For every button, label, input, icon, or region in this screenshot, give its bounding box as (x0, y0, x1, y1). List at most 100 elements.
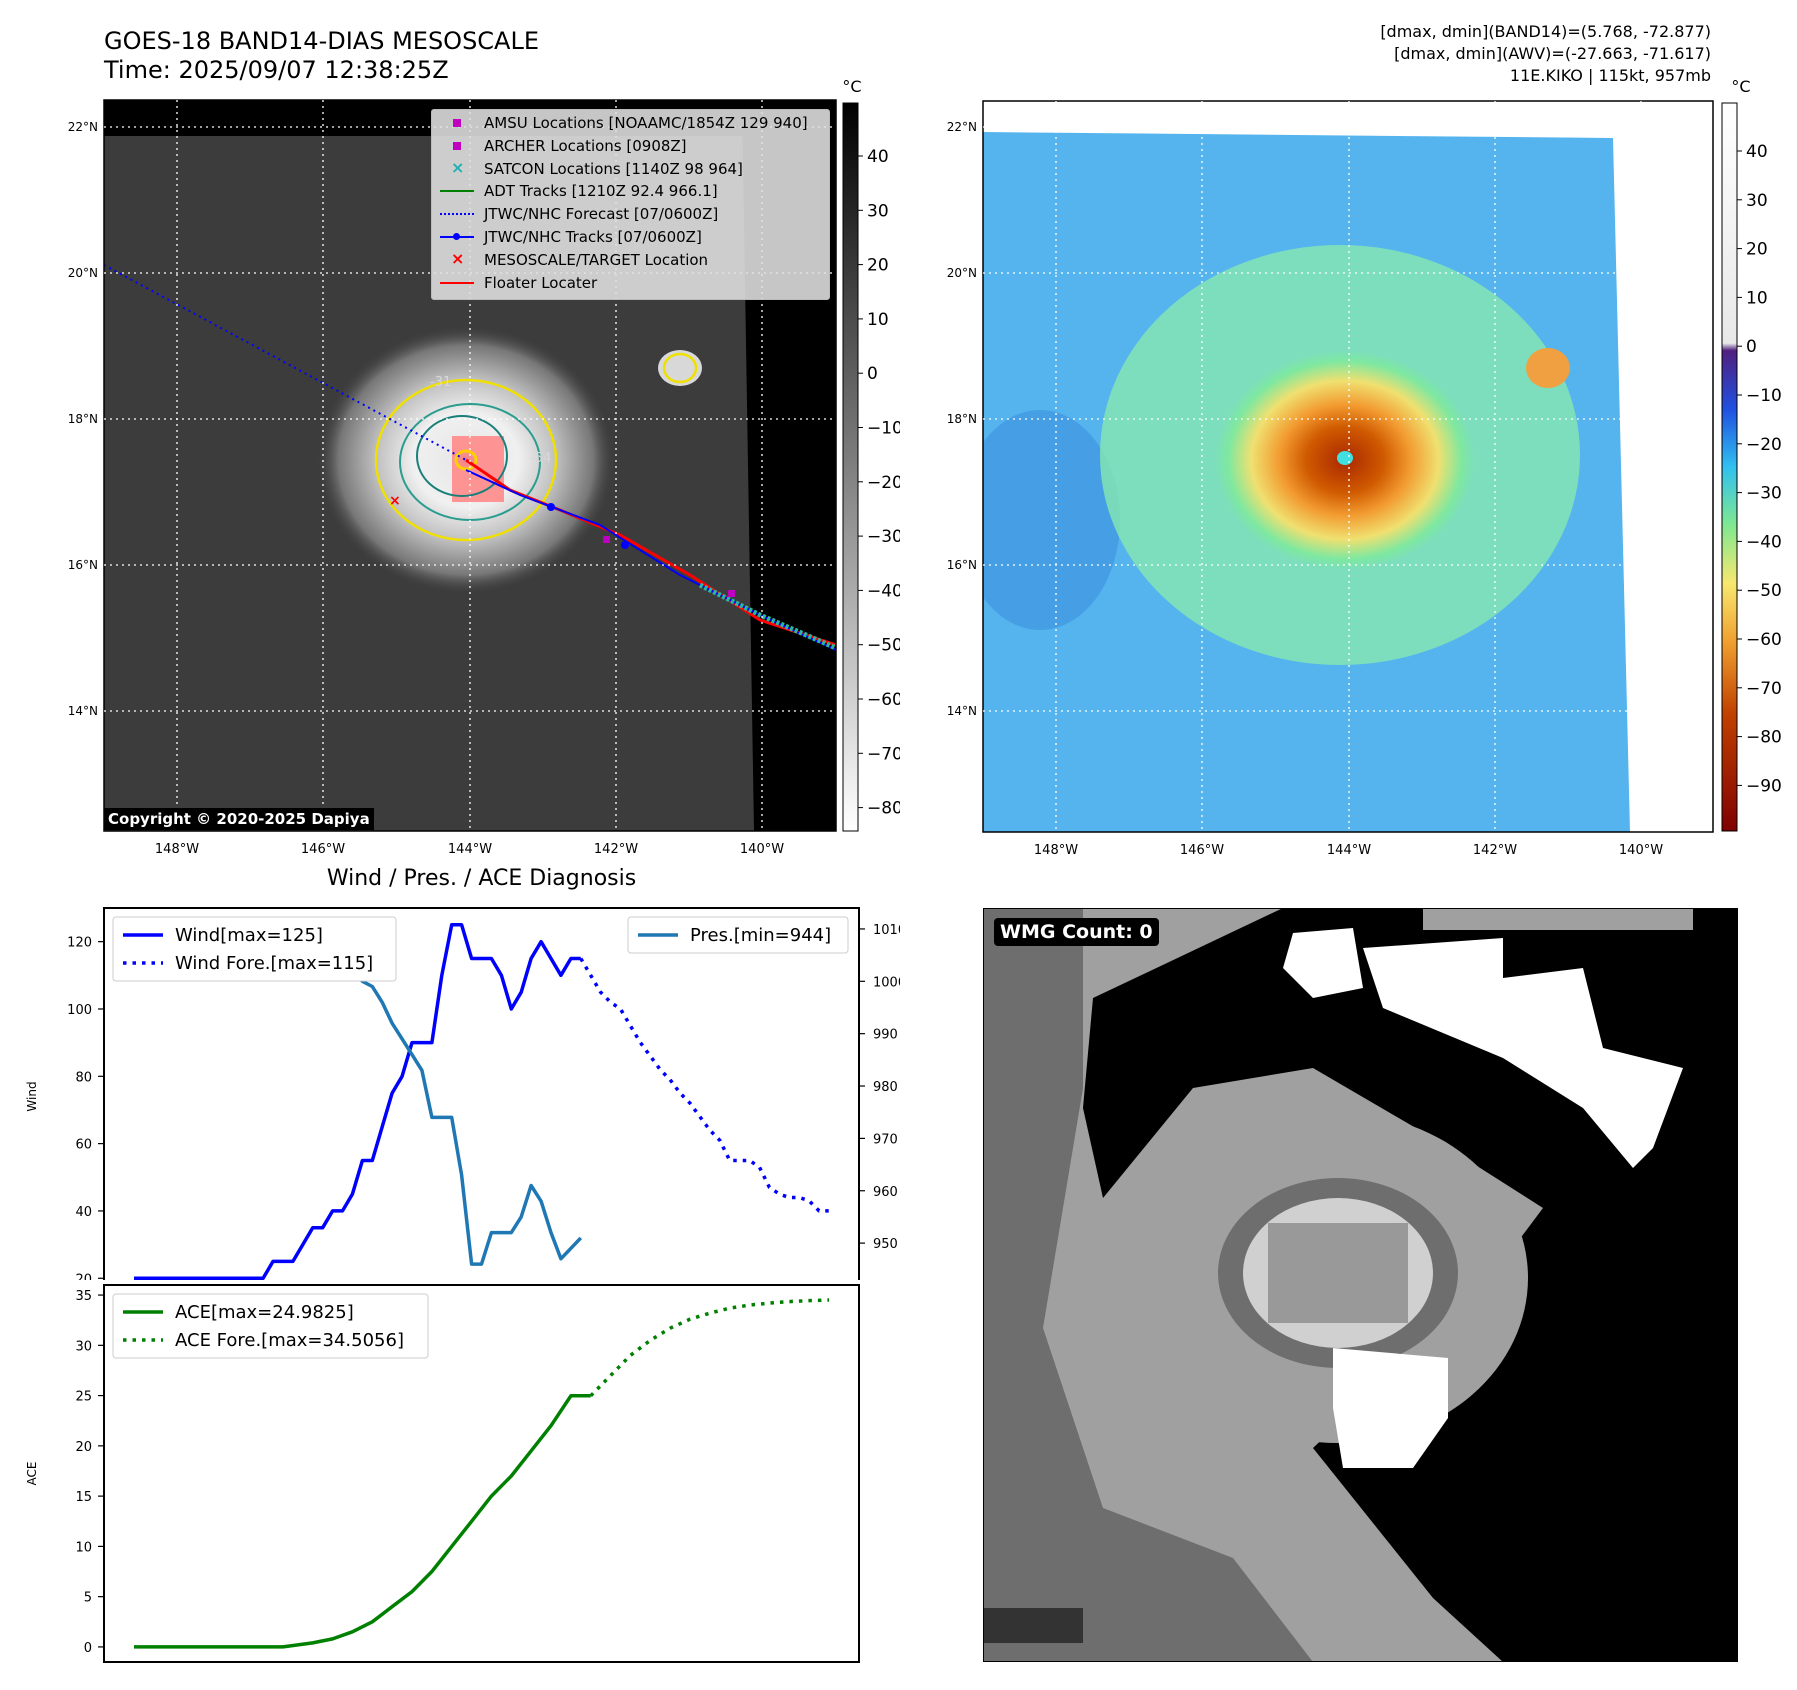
y-tick-label: 15 (75, 1490, 92, 1505)
y-tick-label: 120 (67, 936, 92, 951)
wmg-panel (983, 908, 1738, 1662)
gray-lat-label: 16°N (68, 558, 98, 572)
y-tick-label: 25 (75, 1390, 92, 1405)
y-tick-label: 10 (75, 1540, 92, 1555)
color-colorbar (1721, 102, 1738, 832)
colorbar-tick-label: 0 (867, 364, 878, 384)
legend-item: AMSU Locations [NOAAMC/1854Z 129 940] (438, 112, 808, 134)
chart-legend (112, 1293, 429, 1359)
copyright-badge: Copyright © 2020-2025 Dapiya (104, 808, 374, 830)
colorbar-tick-label: −80 (867, 799, 900, 819)
color-lon-label: 140°W (1619, 843, 1663, 858)
legend-item: ARCHER Locations [0908Z] (438, 135, 687, 157)
y-right-tick-label: 970 (873, 1132, 898, 1147)
wind-pressure-chart: 20 40 60 80 100 120 950 960 970 980 990 1000 1010 Win… (25, 907, 900, 1280)
contour-label-2: -54 (530, 451, 551, 466)
svg-text:×: × (389, 493, 401, 509)
colorbar-tick-label: 10 (867, 310, 889, 330)
y-tick-label: 100 (67, 1003, 92, 1018)
chart-legend-label: ACE[max=24.9825] (175, 1302, 354, 1323)
color-colorbar-unit: °C (1731, 77, 1750, 96)
colorbar-tick-label: −50 (1746, 581, 1782, 601)
y-tick-label: 80 (75, 1070, 92, 1085)
legend-label: ARCHER Locations [0908Z] (484, 136, 687, 155)
series-line (579, 957, 829, 1213)
gray-lon-label: 146°W (301, 842, 345, 857)
chart-legend (627, 916, 849, 954)
legend-item: ADT Tracks [1210Z 92.4 966.1] (438, 180, 718, 202)
series-line (134, 923, 581, 1280)
colorbar-tick-label: −50 (867, 636, 900, 656)
y-tick-label: 30 (75, 1339, 92, 1354)
plot-frame (103, 907, 860, 1280)
chart-legend-label: Wind Fore.[max=115] (175, 953, 373, 974)
legend-marker-icon (438, 139, 478, 153)
gray-lat-label: 22°N (68, 120, 98, 134)
legend-label: SATCON Locations [1140Z 98 964] (484, 159, 743, 178)
y-tick-label: 5 (84, 1591, 92, 1606)
colorbar-tick-label: −60 (1746, 630, 1782, 650)
legend-marker-icon: × (451, 157, 465, 177)
series-line (134, 1394, 591, 1649)
color-enhanced-map: °C 403020100−10−20−30−40−50−60−70−80−90 … (947, 77, 1782, 858)
gray-colorbar-unit: °C (842, 77, 861, 96)
legend-label: Floater Locater (484, 273, 598, 292)
legend-item: JTWC/NHC Tracks [07/0600Z] (438, 226, 702, 248)
colorbar-tick-label: −40 (1746, 532, 1782, 552)
plot-frame (103, 1284, 860, 1663)
colorbar-tick-label: 20 (1746, 240, 1768, 260)
colorbar-tick-label: −10 (867, 419, 900, 439)
colorbar-tick-label: 30 (1746, 191, 1768, 211)
color-lon-label: 148°W (1034, 843, 1078, 858)
legend-marker-icon (438, 207, 478, 221)
legend-item: Floater Locater (438, 272, 597, 294)
map-legend: AMSU Locations [NOAAMC/1854Z 129 940] ARC… (431, 109, 830, 300)
y-tick-label: 20 (75, 1440, 92, 1455)
colorbar-tick-label: −40 (867, 581, 900, 601)
gray-lon-label: 140°W (740, 842, 784, 857)
colorbar-tick-label: 0 (1746, 337, 1757, 357)
legend-item: × SATCON Locations [1140Z 98 964] (438, 158, 743, 180)
contour-label-1: -31 (430, 375, 451, 390)
colorbar-tick-label: −30 (1746, 484, 1782, 504)
legend-marker-icon (438, 230, 478, 244)
colorbar-tick-label: −70 (1746, 679, 1782, 699)
legend-label: AMSU Locations [NOAAMC/1854Z 129 940] (484, 114, 808, 132)
colorbar-tick-label: −90 (1746, 776, 1782, 796)
info-line2: [dmax, dmin](AWV)=(-27.663, -71.617) (1394, 44, 1711, 63)
y-axis-label: ACE (25, 1462, 39, 1486)
color-lon-label: 144°W (1327, 843, 1371, 858)
colorbar-tick-label: −60 (867, 690, 900, 710)
series-line (589, 1298, 830, 1398)
legend-item: × MESOSCALE/TARGET Location (438, 249, 708, 271)
y-axis-label: Wind (25, 1081, 39, 1111)
wmg-count-badge: WMG Count: 0 (994, 918, 1159, 946)
y-right-tick-label: 1010 (873, 923, 900, 938)
chart-legend-label: Pres.[min=944] (690, 925, 831, 946)
chart-legend-label: ACE Fore.[max=34.5056] (175, 1330, 404, 1351)
color-lat-label: 20°N (947, 266, 977, 280)
legend-marker-icon: × (451, 248, 465, 268)
legend-marker-icon (438, 276, 478, 290)
color-lat-label: 18°N (947, 412, 977, 426)
chart-legend-label: Wind[max=125] (175, 925, 323, 946)
gray-lon-label: 148°W (155, 842, 199, 857)
figure-title-line1: GOES-18 BAND14-DIAS MESOSCALE (104, 27, 540, 55)
legend-marker-icon (438, 184, 478, 198)
colorbar-tick-label: 40 (1746, 142, 1768, 162)
gray-lat-label: 14°N (68, 704, 98, 718)
colorbar-tick-label: 10 (1746, 288, 1768, 308)
colorbar-tick-label: −20 (1746, 435, 1782, 455)
colorbar-tick-label: 40 (867, 147, 889, 167)
colorbar-tick-label: −30 (867, 527, 900, 547)
legend-label: ADT Tracks [1210Z 92.4 966.1] (484, 182, 718, 201)
legend-item: JTWC/NHC Forecast [07/0600Z] (438, 203, 718, 225)
y-right-tick-label: 1000 (873, 975, 900, 990)
colorbar-tick-label: −10 (1746, 386, 1782, 406)
ace-chart: 0 5 10 15 20 25 30 35 ACE ACE[max=24.9825] ACE For… (25, 1284, 860, 1663)
y-tick-label: 0 (84, 1641, 92, 1656)
legend-marker-icon (438, 116, 478, 130)
colorbar-tick-label: −80 (1746, 728, 1782, 748)
gray-lat-label: 20°N (68, 266, 98, 280)
colorbar-tick-label: 20 (867, 256, 889, 276)
